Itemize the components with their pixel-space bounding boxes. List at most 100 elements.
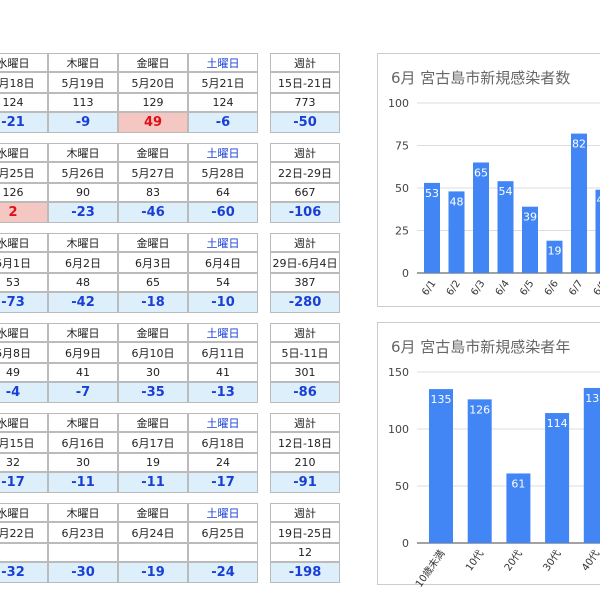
data-label: 48 xyxy=(450,195,464,208)
diff-cell: -30 xyxy=(48,562,118,583)
count-cell: 53 xyxy=(0,273,48,292)
date-cell: 5月28日 xyxy=(188,162,258,183)
count-cell: 126 xyxy=(0,183,48,202)
chart-panel: 6月 宮古島市新規感染者数 0 25 50 75 100 53 6/1 48 6/2 65 6/3 54… xyxy=(377,53,600,307)
date-cell: 6月15日 xyxy=(0,432,48,453)
header-cell: 水曜日 xyxy=(0,143,48,162)
data-label: 136 xyxy=(585,392,600,405)
date-cell: 5月20日 xyxy=(118,72,188,93)
data-label: 19 xyxy=(548,245,562,258)
date-cell: 6月18日 xyxy=(188,432,258,453)
count-cell: 129 xyxy=(118,93,188,112)
diff-cell: -11 xyxy=(48,472,118,493)
header-cell: 土曜日 xyxy=(188,323,258,342)
date-cell: 5月27日 xyxy=(118,162,188,183)
x-tick-label: 6/8 xyxy=(592,278,600,297)
diff-cell: -50 xyxy=(270,112,340,133)
diff-cell: -4 xyxy=(0,382,48,403)
count-cell xyxy=(188,543,258,562)
data-label: 114 xyxy=(547,417,568,430)
count-cell xyxy=(48,543,118,562)
header-cell: 週計 xyxy=(270,233,340,252)
header-cell: 木曜日 xyxy=(48,323,118,342)
date-cell: 6月10日 xyxy=(118,342,188,363)
bar xyxy=(545,413,570,543)
diff-cell: -17 xyxy=(188,472,258,493)
count-cell: 12 xyxy=(270,543,340,562)
count-cell: 387 xyxy=(270,273,340,292)
date-cell: 12日-18日 xyxy=(270,432,340,453)
diff-cell: -17 xyxy=(0,472,48,493)
diff-cell: -6 xyxy=(188,112,258,133)
diff-cell: 2 xyxy=(0,202,48,223)
bar xyxy=(595,189,600,273)
date-cell: 6月16日 xyxy=(48,432,118,453)
bar xyxy=(467,399,492,543)
header-cell: 土曜日 xyxy=(188,53,258,72)
count-cell: 124 xyxy=(0,93,48,112)
header-cell: 週計 xyxy=(270,53,340,72)
diff-cell: -9 xyxy=(48,112,118,133)
y-tick-label: 150 xyxy=(388,366,409,379)
header-cell: 土曜日 xyxy=(188,413,258,432)
header-cell: 週計 xyxy=(270,413,340,432)
chart-title: 6月 宮古島市新規感染者年 xyxy=(391,338,570,356)
diff-cell: -13 xyxy=(188,382,258,403)
diff-cell: -18 xyxy=(118,292,188,313)
bar xyxy=(583,387,600,543)
y-tick-label: 100 xyxy=(388,423,409,436)
bar xyxy=(497,181,514,273)
y-tick-label: 50 xyxy=(395,480,409,493)
header-cell: 週計 xyxy=(270,323,340,342)
data-label: 53 xyxy=(425,187,439,200)
count-cell: 113 xyxy=(48,93,118,112)
count-cell: 48 xyxy=(48,273,118,292)
date-cell: 6月11日 xyxy=(188,342,258,363)
x-tick-label: 10歳未満 xyxy=(413,548,447,590)
date-cell: 6月8日 xyxy=(0,342,48,363)
y-tick-label: 0 xyxy=(402,267,409,280)
header-cell: 土曜日 xyxy=(188,503,258,522)
count-cell: 54 xyxy=(188,273,258,292)
date-cell: 6月25日 xyxy=(188,522,258,543)
header-cell: 金曜日 xyxy=(118,233,188,252)
bar xyxy=(448,191,465,273)
data-label: 135 xyxy=(431,393,452,406)
date-cell: 5月19日 xyxy=(48,72,118,93)
y-tick-label: 50 xyxy=(395,182,409,195)
bar xyxy=(429,389,453,543)
header-cell: 金曜日 xyxy=(118,53,188,72)
x-tick-label: 40代 xyxy=(579,548,600,574)
date-cell: 6月9日 xyxy=(48,342,118,363)
y-tick-label: 0 xyxy=(402,537,409,550)
diff-cell: -10 xyxy=(188,292,258,313)
count-cell: 667 xyxy=(270,183,340,202)
count-cell: 30 xyxy=(118,363,188,382)
data-label: 54 xyxy=(499,185,513,198)
count-cell: 210 xyxy=(270,453,340,472)
count-cell: 30 xyxy=(48,453,118,472)
x-tick-label: 10代 xyxy=(463,548,486,574)
bar xyxy=(546,240,563,273)
count-cell: 124 xyxy=(188,93,258,112)
x-tick-label: 30代 xyxy=(541,548,564,574)
count-cell: 773 xyxy=(270,93,340,112)
header-cell: 週計 xyxy=(270,503,340,522)
header-cell: 水曜日 xyxy=(0,323,48,342)
date-cell: 6月3日 xyxy=(118,252,188,273)
date-cell: 6月24日 xyxy=(118,522,188,543)
header-cell: 金曜日 xyxy=(118,413,188,432)
x-tick-label: 20代 xyxy=(502,548,525,574)
diff-cell: -86 xyxy=(270,382,340,403)
y-tick-label: 75 xyxy=(395,140,409,153)
date-cell: 6月22日 xyxy=(0,522,48,543)
header-cell: 水曜日 xyxy=(0,233,48,252)
date-cell: 5月21日 xyxy=(188,72,258,93)
diff-cell: 49 xyxy=(118,112,188,133)
y-tick-label: 25 xyxy=(395,225,409,238)
header-cell: 土曜日 xyxy=(188,233,258,252)
diff-cell: -11 xyxy=(118,472,188,493)
count-cell: 32 xyxy=(0,453,48,472)
count-cell: 83 xyxy=(118,183,188,202)
